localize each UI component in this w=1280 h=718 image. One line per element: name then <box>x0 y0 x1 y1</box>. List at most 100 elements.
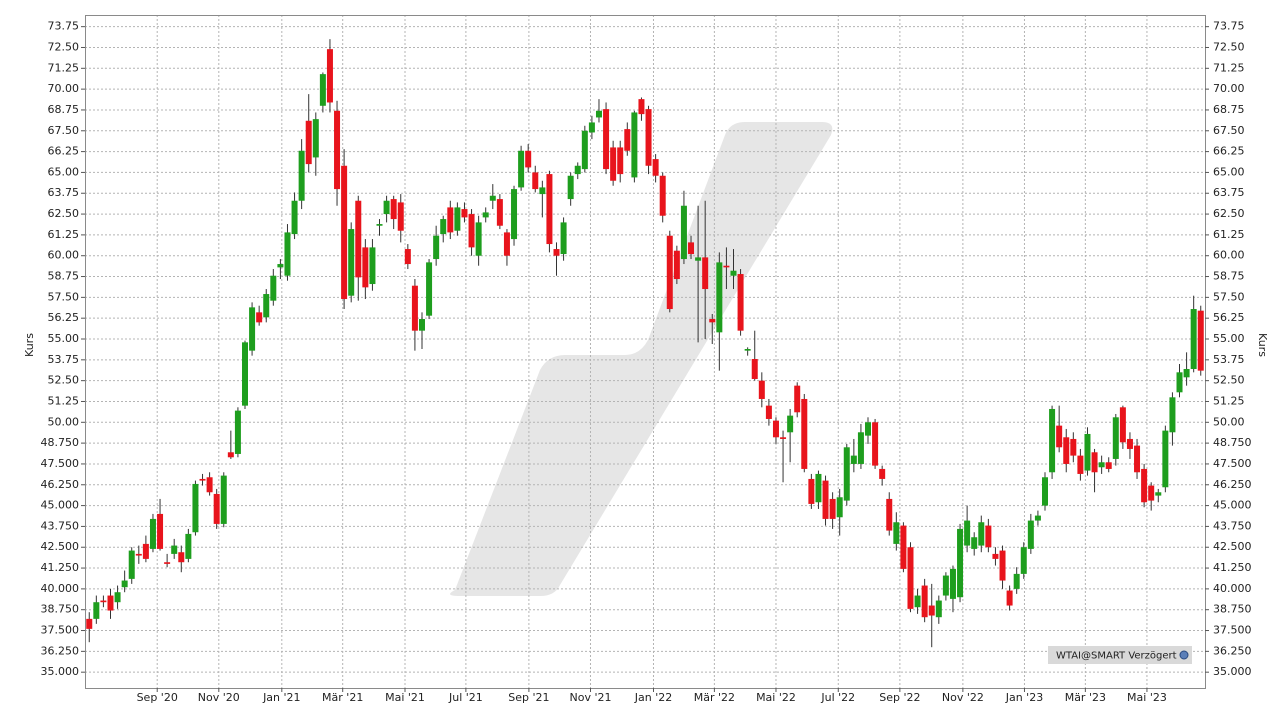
candle-body <box>744 349 751 351</box>
candle-body <box>1126 438 1133 449</box>
y-tick-label: 71.25 <box>48 61 80 74</box>
y-tick-label: 61.25 <box>48 228 80 241</box>
y2-tick-label: 60.00 <box>1213 249 1245 262</box>
candle-body <box>418 319 425 331</box>
candle-body <box>234 410 241 454</box>
candle-body <box>772 420 779 438</box>
candle-body <box>518 150 525 188</box>
candle-body <box>341 165 348 300</box>
candle-body <box>850 455 857 464</box>
candle-body <box>284 232 291 276</box>
candle-body <box>1112 417 1119 459</box>
candle-body <box>886 498 893 531</box>
candle-body <box>1190 309 1197 369</box>
candle-body <box>440 219 447 235</box>
candle-body <box>638 99 645 115</box>
candle-body <box>213 493 220 524</box>
candle-body <box>829 498 836 519</box>
candle-body <box>157 513 164 549</box>
candle-body <box>553 249 560 256</box>
y-tick-label: 53.75 <box>48 353 80 366</box>
x-tick-label: Mär '21 <box>322 691 363 704</box>
candle-body <box>206 477 213 493</box>
y2-tick-label: 73.75 <box>1213 20 1245 33</box>
candle-body <box>277 264 284 268</box>
candle-body <box>1056 425 1063 448</box>
candle-body <box>220 475 227 524</box>
candle-body <box>610 147 617 181</box>
y-tick-label: 51.25 <box>48 394 80 407</box>
candle-body <box>305 120 312 165</box>
x-tick-label: Mai '23 <box>1127 691 1167 704</box>
candle-body <box>1063 437 1070 464</box>
candle-body <box>312 119 319 158</box>
candle-body <box>1070 438 1077 456</box>
x-tick-label: Sep '22 <box>879 691 920 704</box>
candle-body <box>865 422 872 436</box>
y-tick-label: 42.500 <box>41 540 80 553</box>
candle-body <box>907 547 914 609</box>
y-tick-label: 73.75 <box>48 20 80 33</box>
candle-body <box>921 585 928 618</box>
candle-body <box>426 262 433 316</box>
y2-tick-label: 62.50 <box>1213 207 1245 220</box>
candle-body <box>836 497 843 518</box>
candle-body <box>178 552 185 563</box>
candle-body <box>652 159 659 176</box>
y2-tick-label: 71.25 <box>1213 61 1245 74</box>
candle-body <box>617 147 624 175</box>
x-tick-label: Mär '22 <box>694 691 735 704</box>
candle-body <box>369 247 376 285</box>
y-tick-label: 50.00 <box>48 415 80 428</box>
candle-body <box>822 480 829 519</box>
candle-body <box>567 175 574 200</box>
candle-body <box>355 200 362 278</box>
x-tick-label: Sep '20 <box>137 691 178 704</box>
y-tick-label: 36.250 <box>41 644 80 657</box>
x-tick-label: Jan '22 <box>634 691 672 704</box>
candle-body <box>525 150 532 168</box>
y2-tick-label: 67.50 <box>1213 124 1245 137</box>
y-tick-label: 52.50 <box>48 374 80 387</box>
x-tick-label: Jan '23 <box>1005 691 1043 704</box>
candle-body <box>645 109 652 166</box>
candle-body <box>503 232 510 256</box>
candle-body <box>595 110 602 118</box>
y2-tick-label: 53.75 <box>1213 353 1245 366</box>
candle-body <box>454 207 461 231</box>
candle-body <box>603 109 610 170</box>
watermark-logo <box>450 122 833 596</box>
candle-body <box>100 600 107 603</box>
y2-tick-label: 61.25 <box>1213 228 1245 241</box>
candle-body <box>1183 368 1190 378</box>
x-tick-label: Jul '22 <box>820 691 855 704</box>
candle-body <box>1134 445 1141 473</box>
y-tick-label: 63.75 <box>48 186 80 199</box>
candle-body <box>164 562 171 564</box>
candle-body <box>815 473 822 503</box>
candle-body <box>242 342 248 406</box>
x-tick-label: Jan '21 <box>262 691 300 704</box>
y-tick-label: 43.750 <box>41 519 80 532</box>
candle-body <box>475 222 482 256</box>
candle-body <box>114 592 121 603</box>
candle-body <box>447 207 454 233</box>
candle-body <box>1098 462 1105 468</box>
candle-body <box>765 405 772 419</box>
y2-axis-label: Kurs <box>1256 333 1269 357</box>
candle-body <box>631 112 638 178</box>
candle-body <box>362 247 369 288</box>
candle-body <box>900 525 907 569</box>
candle-body <box>560 222 567 255</box>
candle-body <box>326 49 333 103</box>
candle-body <box>801 398 808 469</box>
candle-body <box>1091 452 1098 473</box>
candle-body <box>780 437 787 439</box>
candle-body <box>857 432 864 464</box>
candle-body <box>758 380 765 399</box>
candle-body <box>319 74 326 106</box>
candle-body <box>574 165 581 175</box>
y-tick-label: 65.00 <box>48 165 80 178</box>
candle-body <box>581 130 588 170</box>
candle-body <box>107 595 114 611</box>
